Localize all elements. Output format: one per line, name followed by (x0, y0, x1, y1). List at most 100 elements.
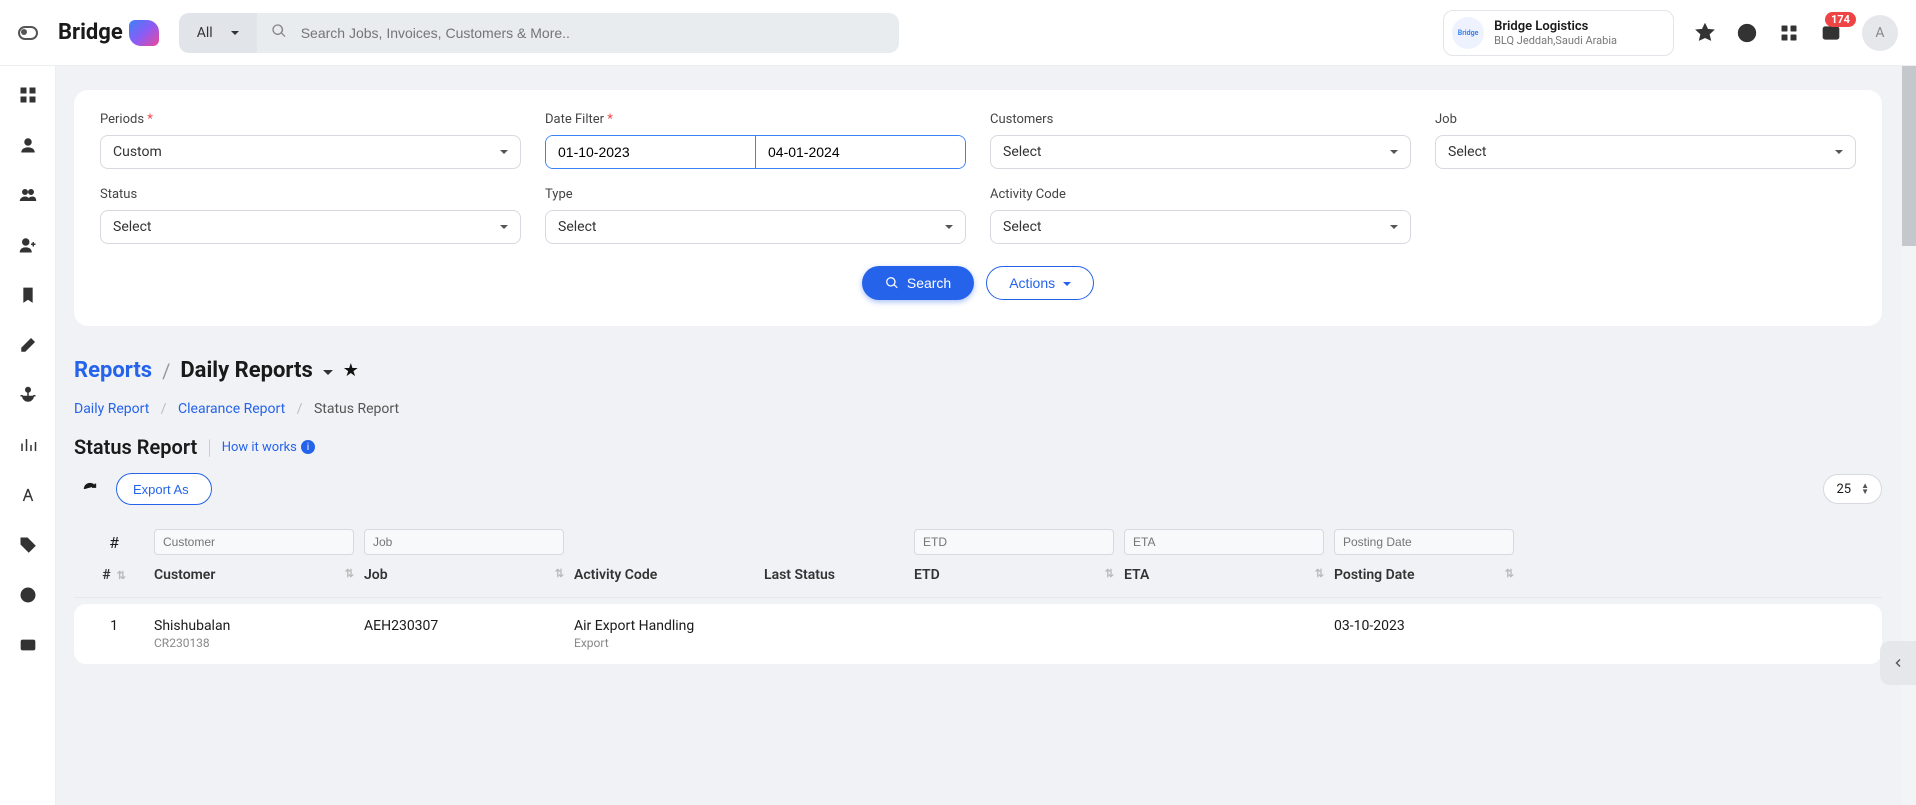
mail-badge: 174 (1825, 12, 1856, 27)
org-name: Bridge Logistics (1494, 19, 1617, 34)
nav-anchor-icon[interactable] (17, 384, 39, 406)
head-job[interactable]: Job⇅ (364, 567, 564, 583)
export-button[interactable]: Export As (116, 473, 212, 505)
table-row[interactable]: 1 Shishubalan CR230138 AEH230307 Air Exp… (84, 618, 1872, 650)
date-filter-label: Date Filter * (545, 112, 966, 127)
date-from-input[interactable] (546, 136, 755, 168)
user-avatar[interactable]: A (1862, 15, 1898, 51)
table-header-row: #⇅ Customer⇅ Job⇅ Activity Code Last Sta… (74, 561, 1882, 598)
table-filter-row: # (74, 523, 1882, 561)
filter-job-input[interactable] (364, 529, 564, 555)
page-size-select[interactable]: 25 ▲▼ (1823, 474, 1882, 504)
head-etd[interactable]: ETD⇅ (914, 567, 1114, 583)
star-icon[interactable]: ★ (343, 360, 359, 381)
type-select[interactable]: Select (545, 210, 966, 244)
type-label: Type (545, 187, 966, 202)
chevron-down-icon (1835, 144, 1843, 160)
head-posting[interactable]: Posting Date⇅ (1334, 567, 1514, 583)
scroll-thumb[interactable] (1902, 66, 1916, 246)
how-it-works-link[interactable]: How it works i (222, 440, 315, 455)
page-breadcrumb: Reports / Daily Reports ★ (74, 358, 1882, 383)
scrollbar[interactable] (1902, 66, 1916, 805)
chevron-down-icon (1390, 144, 1398, 160)
nav-dashboard-icon[interactable] (17, 84, 39, 106)
actions-button[interactable]: Actions (986, 266, 1094, 300)
cell-customer: Shishubalan CR230138 (154, 618, 354, 650)
favorite-icon[interactable] (1694, 22, 1716, 44)
date-to-input[interactable] (756, 136, 965, 168)
section-title: Status Report | How it works i (74, 435, 1882, 459)
head-last-status[interactable]: Last Status (764, 567, 904, 583)
filter-status: Status Select (100, 187, 521, 244)
nav-text-icon[interactable] (17, 484, 39, 506)
tab-clearance-report[interactable]: Clearance Report (178, 401, 285, 417)
table-toolbar: Export As 25 ▲▼ (74, 473, 1882, 505)
cell-job: AEH230307 (364, 618, 564, 634)
job-select[interactable]: Select (1435, 135, 1856, 169)
chevron-down-icon (1063, 275, 1071, 291)
chevron-down-icon (231, 25, 239, 41)
search-scope-label: All (197, 25, 213, 41)
mail-icon[interactable]: 174 (1820, 22, 1842, 44)
chevron-down-icon (500, 144, 508, 160)
filter-posting-input[interactable] (1334, 529, 1514, 555)
nav-chart-icon[interactable] (17, 434, 39, 456)
refresh-button[interactable] (74, 473, 106, 505)
head-eta[interactable]: ETA⇅ (1124, 567, 1324, 583)
periods-label: Periods * (100, 112, 521, 127)
activity-code-select[interactable]: Select (990, 210, 1411, 244)
apps-icon[interactable] (1778, 22, 1800, 44)
filter-customers: Customers Select (990, 112, 1411, 169)
org-location: BLQ Jeddah,Saudi Arabia (1494, 34, 1617, 47)
filter-customer-input[interactable] (154, 529, 354, 555)
status-select[interactable]: Select (100, 210, 521, 244)
customers-select[interactable]: Select (990, 135, 1411, 169)
nav-bookmark-icon[interactable] (17, 284, 39, 306)
head-customer[interactable]: Customer⇅ (154, 567, 354, 583)
date-range (545, 135, 966, 169)
status-table: # #⇅ Customer⇅ Job⇅ Activity Code Last S… (74, 523, 1882, 664)
sidebar-toggle[interactable] (18, 26, 38, 40)
filter-card: Periods * Custom Date Filter * Customers… (74, 90, 1882, 326)
breadcrumb-current[interactable]: Daily Reports (180, 358, 332, 383)
chevron-down-icon (1390, 219, 1398, 235)
filter-etd-input[interactable] (914, 529, 1114, 555)
stepper-icon: ▲▼ (1861, 483, 1869, 495)
nav-add-user-icon[interactable] (17, 234, 39, 256)
collapse-panel-button[interactable] (1880, 641, 1916, 685)
brand-mark-icon (129, 20, 159, 46)
org-switcher[interactable]: Bridge Bridge Logistics BLQ Jeddah,Saudi… (1443, 10, 1674, 56)
side-nav (0, 66, 56, 805)
topbar: Bridge All Bridge Bridge Logistics BLQ J… (0, 0, 1916, 66)
nav-tag-icon[interactable] (17, 534, 39, 556)
filter-eta-input[interactable] (1124, 529, 1324, 555)
col-idx-header: # (84, 533, 144, 552)
breadcrumb-reports[interactable]: Reports (74, 358, 152, 383)
search-button[interactable]: Search (862, 266, 974, 300)
nav-card-icon[interactable] (17, 634, 39, 656)
help-icon[interactable] (1736, 22, 1758, 44)
chevron-down-icon (323, 358, 333, 383)
brand-logo[interactable]: Bridge (58, 20, 159, 46)
nav-edit-icon[interactable] (17, 334, 39, 356)
nav-users-icon[interactable] (17, 184, 39, 206)
filter-date: Date Filter * (545, 112, 966, 169)
global-search-input[interactable] (301, 25, 899, 41)
nav-user-icon[interactable] (17, 134, 39, 156)
status-label: Status (100, 187, 521, 202)
search-scope-select[interactable]: All (179, 13, 257, 53)
head-activity[interactable]: Activity Code (574, 567, 754, 583)
chevron-down-icon (945, 219, 953, 235)
filter-periods: Periods * Custom (100, 112, 521, 169)
search-icon (257, 23, 301, 43)
brand-text: Bridge (58, 20, 123, 45)
head-idx[interactable]: #⇅ (84, 567, 144, 583)
main-content: Periods * Custom Date Filter * Customers… (56, 66, 1916, 805)
tab-daily-report[interactable]: Daily Report (74, 401, 149, 417)
nav-history-icon[interactable] (17, 584, 39, 606)
filter-job: Job Select (1435, 112, 1856, 169)
org-logo-icon: Bridge (1452, 17, 1484, 49)
periods-select[interactable]: Custom (100, 135, 521, 169)
report-tabs: Daily Report / Clearance Report / Status… (74, 401, 1882, 417)
chevron-down-icon (500, 219, 508, 235)
